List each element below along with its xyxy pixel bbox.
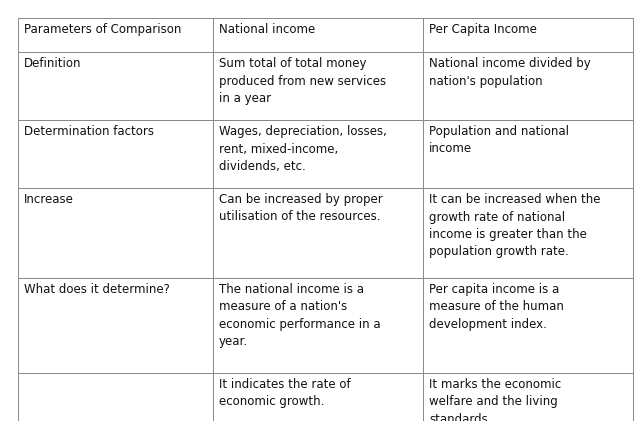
Text: National income divided by
nation's population: National income divided by nation's popu…	[429, 57, 591, 88]
Bar	[18, 373, 213, 421]
Text: What does it determine?: What does it determine?	[24, 283, 170, 296]
Text: Increase: Increase	[24, 193, 74, 206]
Bar	[18, 278, 213, 373]
Text: It marks the economic
welfare and the living
standards: It marks the economic welfare and the li…	[429, 378, 561, 421]
Bar	[423, 278, 633, 373]
Bar	[423, 373, 633, 421]
Bar	[213, 18, 423, 52]
Bar	[423, 52, 633, 120]
Bar	[213, 52, 423, 120]
Text: It indicates the rate of
economic growth.: It indicates the rate of economic growth…	[219, 378, 351, 408]
Text: Per Capita Income: Per Capita Income	[429, 23, 537, 36]
Bar	[18, 188, 213, 278]
Text: Sum total of total money
produced from new services
in a year: Sum total of total money produced from n…	[219, 57, 386, 105]
Bar	[18, 18, 213, 52]
Bar	[423, 18, 633, 52]
Bar	[18, 120, 213, 188]
Text: Per capita income is a
measure of the human
development index.: Per capita income is a measure of the hu…	[429, 283, 564, 331]
Text: It can be increased when the
growth rate of national
income is greater than the
: It can be increased when the growth rate…	[429, 193, 601, 258]
Bar	[423, 120, 633, 188]
Text: The national income is a
measure of a nation's
economic performance in a
year.: The national income is a measure of a na…	[219, 283, 380, 349]
Bar	[213, 278, 423, 373]
Bar	[213, 120, 423, 188]
Text: Determination factors: Determination factors	[24, 125, 154, 138]
Text: Population and national
income: Population and national income	[429, 125, 569, 155]
Text: Can be increased by proper
utilisation of the resources.: Can be increased by proper utilisation o…	[219, 193, 383, 224]
Bar	[423, 188, 633, 278]
Text: Definition: Definition	[24, 57, 81, 70]
Text: National income: National income	[219, 23, 315, 36]
Bar	[213, 188, 423, 278]
Bar	[18, 52, 213, 120]
Text: Wages, depreciation, losses,
rent, mixed-income,
dividends, etc.: Wages, depreciation, losses, rent, mixed…	[219, 125, 387, 173]
Text: Parameters of Comparison: Parameters of Comparison	[24, 23, 182, 36]
Bar	[213, 373, 423, 421]
